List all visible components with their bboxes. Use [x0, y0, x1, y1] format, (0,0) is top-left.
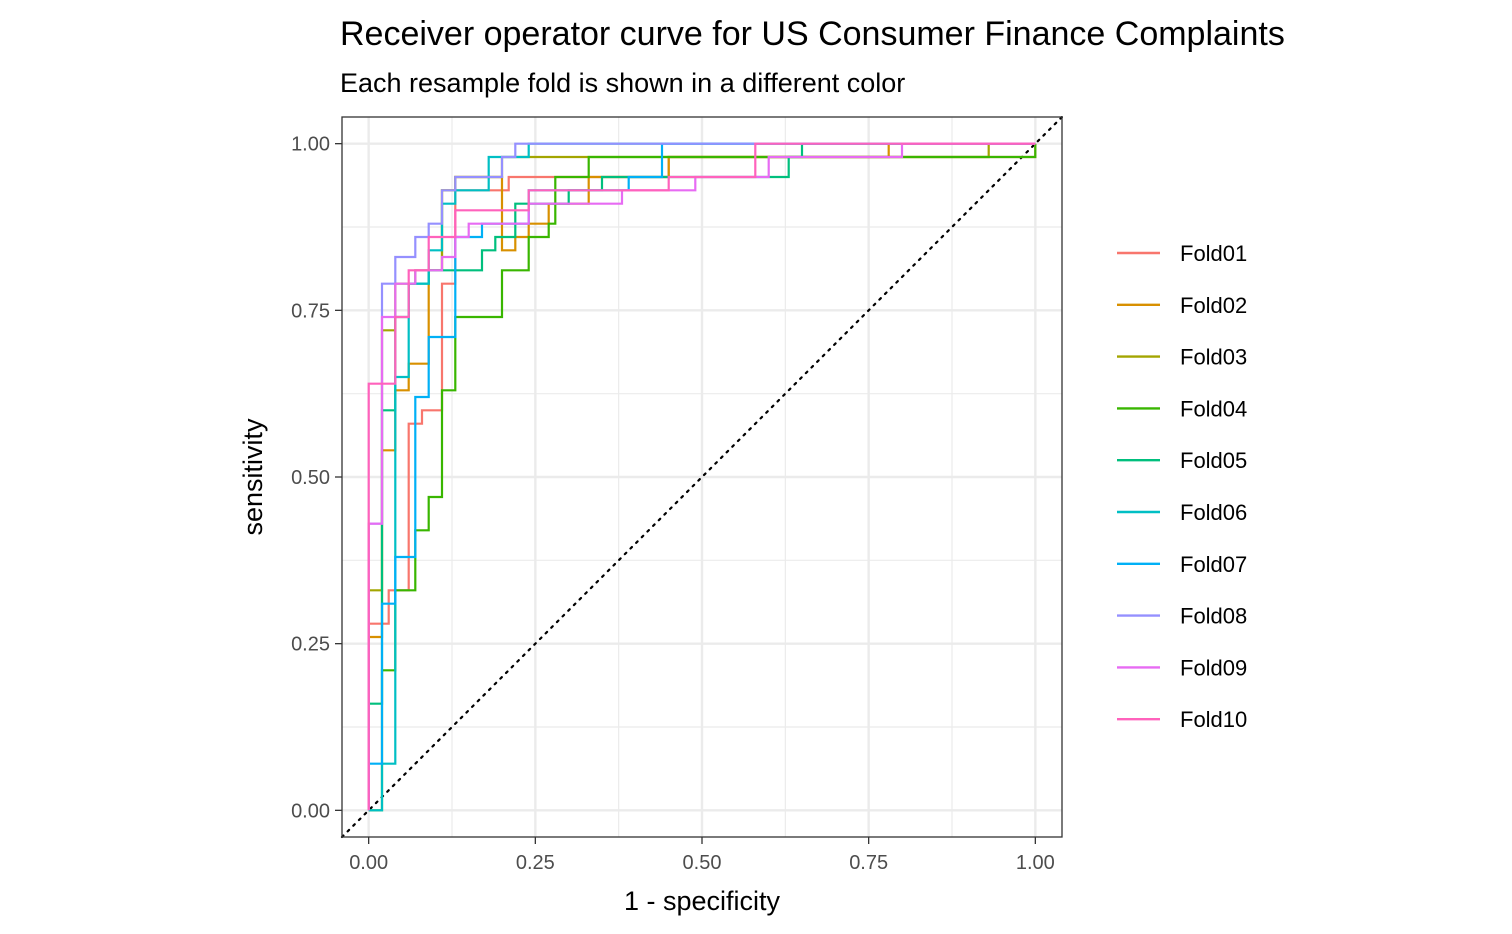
chart-title: Receiver operator curve for US Consumer …	[340, 15, 1285, 53]
x-tick-label: 0.50	[683, 852, 722, 874]
y-tick-label: 1.00	[291, 134, 330, 156]
legend-label-fold10: Fold10	[1180, 707, 1247, 732]
y-axis-title: sensitivity	[238, 418, 268, 536]
y-tick-label: 0.75	[291, 300, 330, 322]
y-tick-label: 0.50	[291, 467, 330, 489]
legend-label-fold06: Fold06	[1180, 500, 1247, 525]
legend-label-fold03: Fold03	[1180, 345, 1247, 370]
legend-label-fold01: Fold01	[1180, 241, 1247, 266]
legend-label-fold07: Fold07	[1180, 552, 1247, 577]
series-line-fold06	[368, 142, 1036, 812]
series-line-fold10	[367, 142, 1036, 811]
x-tick-label: 0.00	[349, 852, 388, 874]
series-line-fold08	[367, 142, 1036, 811]
legend-label-fold04: Fold04	[1180, 396, 1247, 421]
legend-label-fold08: Fold08	[1180, 604, 1247, 629]
series-line-fold07	[367, 142, 1036, 811]
legend-label-fold09: Fold09	[1180, 655, 1247, 680]
y-tick-label: 0.00	[291, 800, 330, 822]
x-axis: 0.00 0.25 0.50 0.75 1.00	[349, 837, 1055, 874]
legend-label-fold02: Fold02	[1180, 293, 1247, 318]
y-tick-label: 0.25	[291, 634, 330, 656]
y-axis: 0.00 0.25 0.50 0.75 1.00	[291, 134, 342, 822]
grid-major	[342, 117, 1062, 837]
chart-subtitle: Each resample fold is shown in a differe…	[340, 68, 905, 98]
x-axis-title: 1 - specificity	[624, 886, 781, 916]
x-tick-label: 0.25	[516, 852, 555, 874]
reference-diagonal-line	[340, 115, 1064, 839]
series-lines	[367, 142, 1037, 812]
reference-diagonal	[340, 115, 1064, 839]
x-tick-label: 1.00	[1016, 852, 1055, 874]
x-tick-label: 0.75	[849, 852, 888, 874]
legend-label-fold05: Fold05	[1180, 448, 1247, 473]
legend: Fold01 Fold02 Fold03 Fold04 Fold05 Fold06 Fold…	[1117, 241, 1247, 732]
